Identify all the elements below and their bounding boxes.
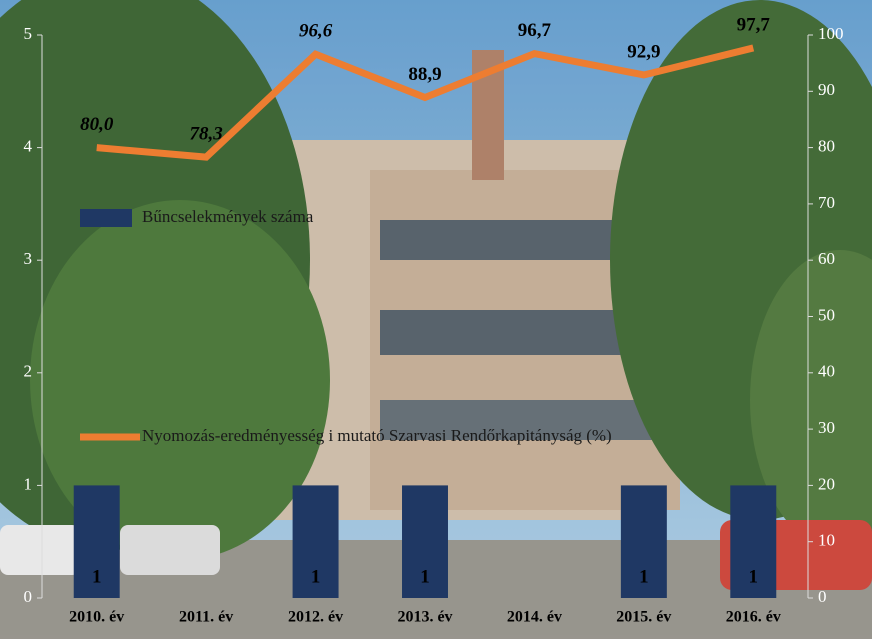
y2-tick-label: 70 xyxy=(818,193,835,212)
bar-value-label: 1 xyxy=(92,566,102,587)
x-tick-label: 2012. év xyxy=(288,609,343,626)
line-value-label: 88,9 xyxy=(408,64,441,85)
legend-label: Nyomozás-eredményesség i mutató Szarvasi… xyxy=(142,426,612,445)
y-tick-label: 3 xyxy=(24,249,33,268)
y-tick-label: 0 xyxy=(24,587,33,606)
y-tick-label: 4 xyxy=(24,137,33,156)
y2-tick-label: 0 xyxy=(818,587,827,606)
y2-tick-label: 30 xyxy=(818,418,835,437)
x-tick-label: 2011. év xyxy=(179,609,233,626)
y2-tick-label: 60 xyxy=(818,249,835,268)
y-tick-label: 2 xyxy=(24,362,33,381)
bar-value-label: 1 xyxy=(639,566,649,587)
y-tick-label: 1 xyxy=(24,474,33,493)
bar-value-label: 1 xyxy=(749,566,759,587)
bar-value-label: 1 xyxy=(420,566,430,587)
x-tick-label: 2010. év xyxy=(69,609,124,626)
x-tick-label: 2014. év xyxy=(507,609,562,626)
y2-tick-label: 10 xyxy=(818,531,835,550)
x-tick-label: 2016. év xyxy=(726,609,781,626)
y2-tick-label: 90 xyxy=(818,80,835,99)
y2-tick-label: 40 xyxy=(818,362,835,381)
y2-tick-label: 50 xyxy=(818,305,835,324)
bar-value-label: 1 xyxy=(311,566,321,587)
line-value-label: 96,6 xyxy=(299,21,333,42)
line-value-label: 97,7 xyxy=(737,14,771,35)
y-tick-label: 5 xyxy=(24,24,33,43)
chart: 01234501020304050607080901002010. év2011… xyxy=(0,0,872,639)
y2-tick-label: 100 xyxy=(818,24,844,43)
legend-label: Bűncselekmények száma xyxy=(142,207,314,226)
legend-swatch xyxy=(80,209,132,227)
y2-tick-label: 80 xyxy=(818,137,835,156)
line-value-label: 96,7 xyxy=(518,20,552,41)
line-value-label: 78,3 xyxy=(190,124,223,145)
line-value-label: 92,9 xyxy=(627,41,660,62)
x-tick-label: 2013. év xyxy=(397,609,452,626)
y2-tick-label: 20 xyxy=(818,474,835,493)
line-value-label: 80,0 xyxy=(80,114,114,135)
x-tick-label: 2015. év xyxy=(616,609,671,626)
